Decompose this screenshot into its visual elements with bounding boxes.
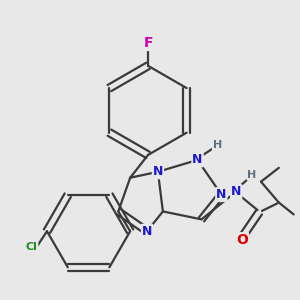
Text: H: H: [248, 170, 257, 180]
Text: Cl: Cl: [26, 242, 38, 252]
Text: N: N: [153, 165, 163, 178]
Text: H: H: [213, 140, 222, 150]
Text: F: F: [143, 36, 153, 50]
Text: N: N: [216, 188, 226, 201]
Text: N: N: [142, 225, 152, 238]
Text: N: N: [231, 185, 242, 198]
Text: O: O: [236, 233, 248, 247]
Text: N: N: [192, 153, 203, 167]
